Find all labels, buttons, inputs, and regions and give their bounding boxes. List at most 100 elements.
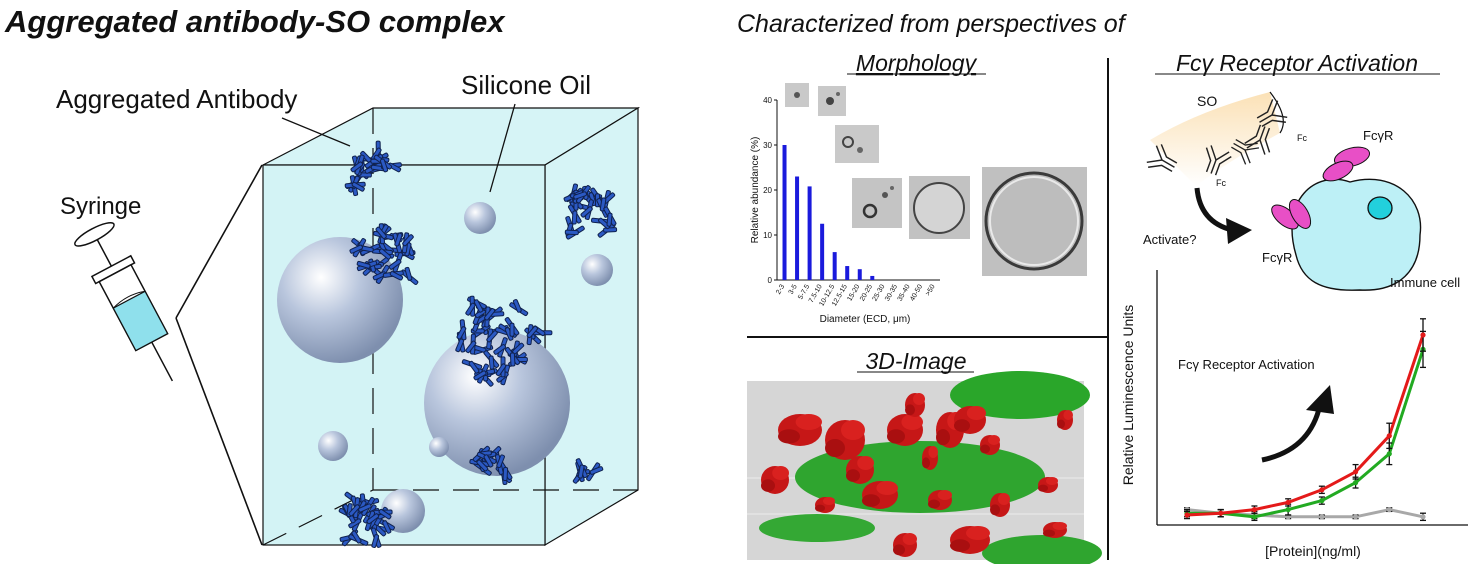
- data-point: [1386, 433, 1392, 439]
- data-point: [1386, 451, 1392, 457]
- bar: [782, 145, 787, 280]
- particle-dot: [794, 92, 800, 98]
- cell-nucleus: [1367, 196, 1393, 220]
- silicone-oil-droplet-small: [464, 202, 496, 234]
- leader-silicone-oil: [489, 103, 516, 193]
- activation-line-chart: Relative Luminescence Units [Protein](ng/…: [1120, 270, 1468, 559]
- x-axis-label: Diameter (ECD, μm): [820, 314, 911, 325]
- y-axis-label: Relative Luminescence Units: [1120, 305, 1136, 486]
- particle-micrographs: [785, 83, 1087, 276]
- x-axis-label: [Protein](ng/ml): [1265, 543, 1361, 559]
- bar: [857, 269, 862, 280]
- data-point: [1420, 514, 1426, 520]
- y-tick-label: 10: [763, 231, 772, 240]
- data-point: [1352, 469, 1359, 475]
- panel-title-3d: 3D-Image: [866, 348, 967, 374]
- arrow-head-icon: [1226, 218, 1252, 244]
- silicone-oil-droplet-xl: [424, 330, 570, 476]
- fcgr-receptor-icon: [1288, 199, 1312, 229]
- fcgr-receptor-icon: [1322, 160, 1354, 182]
- green-droplet: [759, 514, 875, 542]
- data-point: [1285, 507, 1291, 513]
- red-aggregate: [862, 481, 898, 509]
- label-activate: Activate?: [1143, 232, 1196, 247]
- data-point: [1251, 507, 1258, 513]
- red-aggregate: [922, 446, 938, 470]
- label-aggregated-antibody: Aggregated Antibody: [56, 84, 297, 114]
- red-aggregate: [761, 466, 789, 494]
- syringe-icon: [74, 222, 174, 382]
- data-point: [1218, 510, 1224, 516]
- red-aggregate: [980, 435, 1000, 455]
- data-point: [1420, 332, 1426, 338]
- bar: [795, 176, 800, 280]
- y-tick-label: 30: [763, 141, 772, 150]
- red-aggregate: [825, 420, 865, 460]
- silicone-oil-droplet-small: [318, 431, 348, 461]
- green-droplet: [982, 535, 1102, 564]
- bar: [832, 252, 837, 280]
- red-aggregate: [815, 497, 835, 513]
- zoom-line-top: [175, 164, 263, 319]
- red-aggregate: [846, 456, 874, 484]
- y-tick-label: 20: [763, 186, 772, 195]
- bar: [820, 223, 825, 280]
- silicone-oil-droplet-medium: [381, 489, 425, 533]
- particle-dot: [836, 92, 840, 96]
- particle-dot: [862, 203, 878, 219]
- fc-receptor-schematic: SO Fc Fc Immune cell FcγR FcγR Activate?: [1143, 91, 1460, 291]
- series: [1184, 318, 1426, 520]
- micrograph-3: [835, 125, 879, 163]
- green-droplet: [950, 371, 1090, 419]
- data-point: [1184, 512, 1190, 518]
- increase-arrow-icon: [1261, 404, 1323, 463]
- red-aggregates: [761, 393, 1073, 557]
- red-aggregate: [905, 393, 925, 417]
- data-point: [1352, 480, 1359, 486]
- label-fc-bottom: Fc: [1216, 178, 1226, 188]
- particle-halo: [989, 176, 1079, 266]
- micrograph-4: [852, 178, 902, 228]
- bar: [807, 186, 812, 280]
- label-immune-cell: Immune cell: [1390, 275, 1460, 290]
- particle-dot: [857, 147, 863, 153]
- red-aggregate: [954, 406, 987, 434]
- particle-dot: [842, 136, 854, 148]
- main-title: Aggregated antibody-SO complex: [4, 4, 506, 39]
- particle-dot: [882, 192, 888, 198]
- red-aggregate: [893, 533, 917, 557]
- x-tick-label: 3-5: [788, 283, 799, 295]
- data-point: [1319, 487, 1325, 493]
- label-fcgr-top: FcγR: [1363, 128, 1393, 143]
- particle-dot: [826, 97, 834, 105]
- bar: [845, 266, 850, 280]
- label-syringe: Syringe: [60, 193, 141, 220]
- box-side-face: [544, 106, 639, 547]
- red-aggregate: [928, 490, 952, 510]
- arrow-head-icon: [1306, 385, 1334, 414]
- immune-cell-icon: [1291, 178, 1422, 291]
- y-axis-label: Relative abundance (%): [750, 137, 761, 244]
- label-so: SO: [1197, 93, 1217, 109]
- x-tick-label: 40-50: [909, 283, 924, 302]
- red-aggregate: [778, 414, 822, 446]
- panel-title-fc: Fcγ Receptor Activation: [1176, 50, 1418, 76]
- bar: [870, 275, 875, 280]
- red-aggregate: [1057, 410, 1073, 430]
- zoom-line-bottom: [175, 317, 263, 546]
- x-tick-label: 2-3: [775, 283, 786, 295]
- red-aggregate: [1043, 522, 1068, 538]
- y-tick-label: 40: [763, 96, 772, 105]
- data-point: [1285, 499, 1291, 505]
- data-point: [1352, 514, 1359, 520]
- red-aggregate: [887, 414, 923, 446]
- label-fc-top: Fc: [1297, 133, 1307, 143]
- leader-aggregated-antibody: [281, 117, 351, 147]
- y-tick-label: 0: [768, 276, 773, 285]
- silicone-oil-droplet-tiny: [429, 437, 449, 457]
- characterized-heading: Characterized from perspectives of: [737, 10, 1128, 38]
- data-point: [1319, 514, 1325, 520]
- so-edge: [1269, 91, 1284, 134]
- series-line: [1186, 334, 1425, 517]
- label-fcgr-left: FcγR: [1262, 250, 1292, 265]
